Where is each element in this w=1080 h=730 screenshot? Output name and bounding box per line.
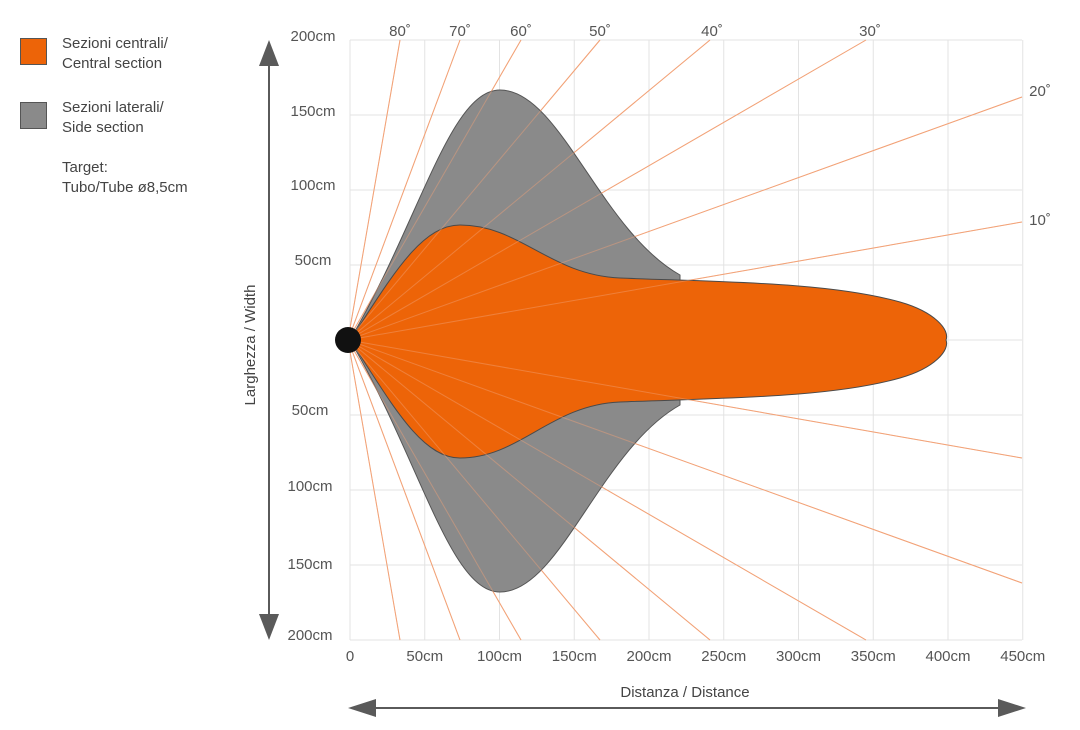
arrow-left-icon: [348, 699, 376, 717]
angle-label: 40˚: [701, 23, 723, 40]
angle-labels: 80˚ 70˚ 60˚ 50˚ 40˚ 30˚ 20˚ 10˚: [389, 23, 1051, 229]
x-tick-label: 0: [346, 648, 354, 665]
angle-lines-overlay: [347, 39, 1023, 641]
angle-line: [347, 339, 401, 641]
width-arrow: [259, 40, 279, 640]
y-tick-label: 50cm: [295, 252, 332, 269]
legend-item-side: Sezioni laterali/ Side section: [20, 96, 240, 160]
x-tick-label: 450cm: [1000, 648, 1045, 665]
y-tick-label: 50cm: [292, 402, 329, 419]
target-line1: Target:: [62, 159, 108, 176]
x-tick-label: 400cm: [925, 648, 970, 665]
angle-label: 80˚: [389, 23, 411, 40]
angle-label: 70˚: [449, 23, 471, 40]
side-section-swatch: [20, 102, 47, 129]
angle-line: [347, 39, 601, 341]
x-tick-label: 200cm: [626, 648, 671, 665]
angle-line: [347, 39, 461, 341]
central-section-area: [349, 224, 948, 459]
side-label-line2: Side section: [62, 119, 144, 136]
angle-line: [347, 39, 867, 341]
x-axis-label: Distanza / Distance: [620, 684, 749, 701]
legend: Sezioni centrali/ Central section Sezion…: [20, 32, 240, 160]
arrow-right-icon: [998, 699, 1026, 717]
angle-line: [347, 221, 1023, 341]
y-tick-label: 150cm: [287, 556, 332, 573]
angle-line: [347, 339, 1023, 584]
angle-label: 30˚: [859, 23, 881, 40]
central-label-line1: Sezioni centrali/: [62, 35, 168, 52]
y-tick-label: 200cm: [287, 627, 332, 644]
angle-line: [347, 39, 401, 341]
central-section-label: Sezioni centrali/ Central section: [62, 34, 168, 74]
x-tick-label: 50cm: [406, 648, 443, 665]
angle-line: [347, 339, 867, 641]
angle-label: 10˚: [1029, 212, 1051, 229]
legend-item-central: Sezioni centrali/ Central section: [20, 32, 240, 96]
angle-line: [347, 39, 461, 341]
central-label-line2: Central section: [62, 55, 163, 72]
angle-line: [347, 39, 401, 341]
angle-line: [347, 339, 711, 641]
angle-label: 20˚: [1029, 83, 1051, 100]
angle-label: 60˚: [510, 23, 532, 40]
x-tick-labels: 0 50cm 100cm 150cm 200cm 250cm 300cm 350cm 400cm…: [346, 648, 1045, 665]
y-tick-labels: 200cm 150cm 100cm 50cm 50cm 100cm 150cm 200cm: [287, 28, 335, 644]
y-axis-label: Larghezza / Width: [242, 285, 259, 406]
angle-line: [347, 96, 1023, 341]
angle-label: 50˚: [589, 23, 611, 40]
angle-line: [347, 339, 601, 641]
target-note: Target: Tubo/Tube ø8,5cm: [62, 158, 188, 198]
distance-arrow: [348, 699, 1026, 717]
side-section-label: Sezioni laterali/ Side section: [62, 98, 164, 138]
angle-line: [347, 339, 461, 641]
side-label-line1: Sezioni laterali/: [62, 99, 164, 116]
angle-line: [347, 339, 401, 641]
x-tick-label: 150cm: [552, 648, 597, 665]
x-tick-label: 350cm: [851, 648, 896, 665]
y-tick-label: 200cm: [290, 28, 335, 45]
y-tick-label: 100cm: [287, 478, 332, 495]
angle-line: [347, 339, 522, 641]
x-tick-label: 300cm: [776, 648, 821, 665]
angle-line: [347, 339, 1023, 459]
y-tick-label: 150cm: [290, 103, 335, 120]
x-tick-label: 100cm: [477, 648, 522, 665]
target-line2: Tubo/Tube ø8,5cm: [62, 179, 188, 196]
angle-line: [347, 39, 711, 341]
angle-line: [347, 39, 522, 341]
arrow-down-icon: [259, 614, 279, 640]
central-section-swatch: [20, 38, 47, 65]
target-tube-icon: [335, 327, 361, 353]
arrow-up-icon: [259, 40, 279, 66]
y-tick-label: 100cm: [290, 177, 335, 194]
angle-line: [347, 339, 461, 641]
x-tick-label: 250cm: [701, 648, 746, 665]
